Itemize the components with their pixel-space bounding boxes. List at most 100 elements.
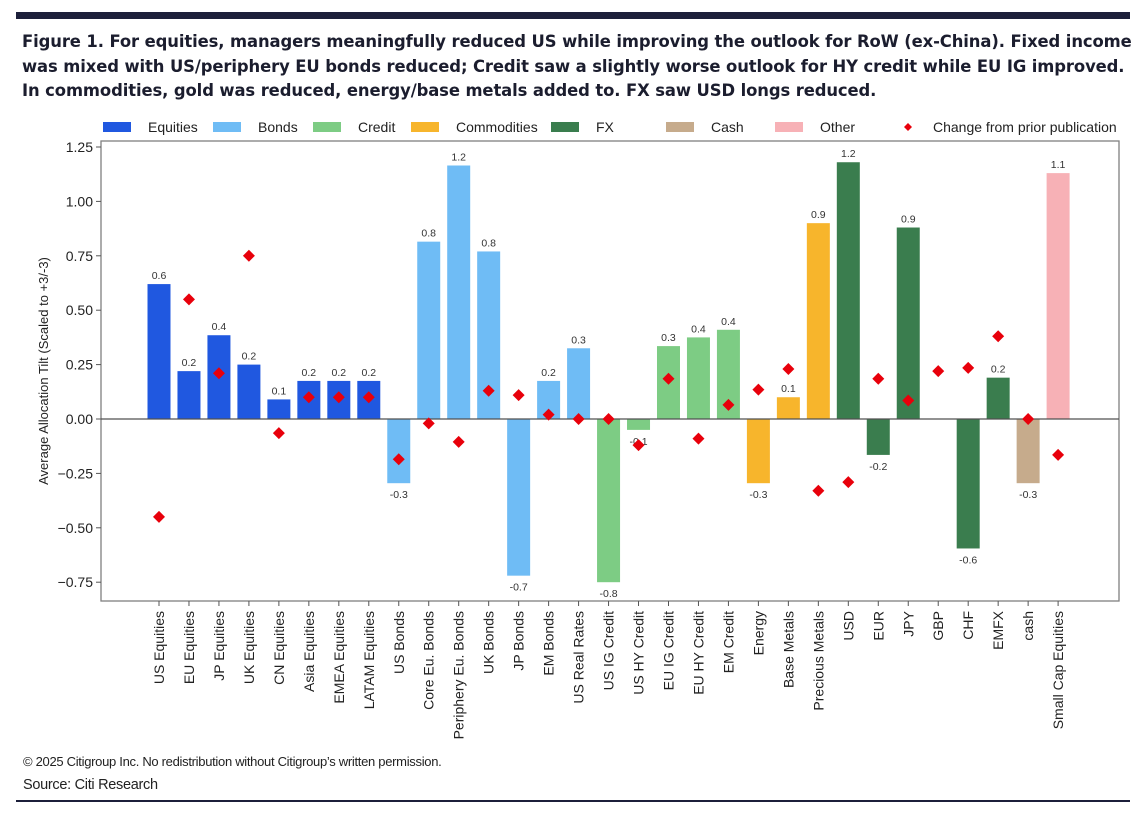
legend-label: FX (596, 119, 615, 135)
change-marker (932, 365, 945, 378)
legend-item-commodities: Commodities (411, 119, 538, 135)
change-marker (512, 389, 525, 402)
bar-small-cap-equities (1046, 173, 1070, 419)
bar-base-metals (776, 397, 800, 419)
y-tick-label: −0.25 (58, 465, 94, 481)
change-marker (632, 439, 645, 452)
change-marker (302, 391, 315, 404)
x-tick-label: UK Bonds (481, 611, 497, 674)
bar-uk-bonds (477, 251, 501, 419)
bar-em-credit (716, 329, 740, 419)
change-marker (1022, 413, 1035, 425)
x-tick-label: US Real Rates (571, 611, 587, 704)
x-tick-label: Core Eu. Bonds (421, 611, 437, 710)
change-marker (992, 330, 1005, 343)
legend-label: Bonds (258, 119, 298, 135)
bar-value-label: 0.4 (212, 321, 227, 333)
legend-item-fx: FX (551, 119, 615, 135)
bar-value-label: 0.8 (481, 237, 496, 249)
change-marker (332, 391, 345, 404)
x-tick-label: EUR (870, 611, 886, 641)
legend: Equities Bonds Credit Commodities FX Cash Othe… (103, 119, 1117, 135)
x-tick-label: LATAM Equities (361, 611, 377, 709)
bar-value-label: -0.8 (600, 588, 618, 600)
plot-frame (100, 140, 1120, 602)
x-tick-label: Periphery Eu. Bonds (451, 611, 467, 739)
bar-value-label: -0.3 (390, 489, 408, 501)
change-marker (422, 417, 435, 430)
bar-us-ig-credit (597, 419, 621, 583)
bar-chf (956, 419, 980, 549)
bar-value-label: -0.3 (749, 489, 767, 501)
bar-value-label: -0.2 (869, 461, 887, 473)
legend-swatch (775, 122, 803, 132)
x-tick-label: EM Bonds (541, 611, 557, 676)
bar-value-label: 0.3 (661, 332, 676, 344)
change-marker (842, 476, 855, 489)
x-tick-label: EMFX (990, 610, 1006, 650)
y-axis-label: Average Allocation Tilt (Scaled to +3/-3… (36, 257, 51, 485)
x-tick-label: GBP (930, 611, 946, 641)
bar-value-label: 0.9 (811, 209, 826, 221)
change-marker (212, 367, 225, 380)
source-note: Source: Citi Research (23, 777, 158, 793)
figure-title: Figure 1. For equities, managers meaning… (22, 32, 1132, 100)
bars: 0.6 0.2 0.4 0.2 0.1 0.2 0.2 0.2 -0.3 0.8 1.2 0.8 -0.… (147, 148, 1070, 600)
legend-label: Equities (148, 119, 198, 135)
bar-value-label: 0.1 (781, 383, 796, 395)
bar-value-label: -0.3 (1019, 489, 1037, 501)
change-marker (752, 383, 765, 396)
bar-us-bonds (387, 419, 411, 484)
y-axis: −0.75 −0.50 −0.25 0.00 0.25 0.50 0.75 1.00 1.25 (58, 139, 101, 590)
x-tick-label: USD (840, 611, 856, 641)
x-tick-label: EU Equities (181, 611, 197, 684)
x-tick-label: EU IG Credit (660, 611, 676, 690)
bar-value-label: 1.1 (1051, 159, 1066, 171)
x-tick-label: CHF (960, 611, 976, 640)
x-tick-label: CN Equities (271, 611, 287, 685)
bar-value-label: 0.9 (901, 214, 916, 226)
bar-us-hy-credit (627, 419, 651, 430)
bar-usd (836, 162, 860, 419)
x-tick-label: US IG Credit (601, 611, 617, 690)
bar-value-label: 0.2 (332, 367, 347, 379)
legend-label: Other (820, 119, 855, 135)
change-marker (452, 435, 465, 448)
y-tick-label: 0.50 (66, 302, 93, 318)
x-tick-label: Small Cap Equities (1050, 611, 1066, 729)
change-marker (572, 413, 585, 425)
x-tick-label: US Equities (151, 611, 167, 684)
change-marker (1052, 448, 1065, 461)
legend-marker-icon (904, 123, 912, 131)
legend-item-other: Other (775, 119, 855, 135)
top-rule (16, 12, 1130, 19)
bottom-rule (16, 800, 1130, 802)
legend-swatch (313, 122, 341, 132)
legend-item-bonds: Bonds (213, 119, 298, 135)
change-marker (872, 372, 885, 385)
legend-swatch (213, 122, 241, 132)
legend-label: Change from prior publication (933, 119, 1117, 135)
change-marker (153, 510, 165, 523)
x-tick-label: EU HY Credit (690, 611, 706, 695)
legend-label: Commodities (456, 119, 538, 135)
legend-swatch (103, 122, 131, 132)
x-tick-label: Base Metals (780, 611, 796, 688)
bar-energy (746, 419, 770, 484)
bar-value-label: -0.6 (959, 554, 977, 566)
legend-item-equities: Equities (103, 119, 198, 135)
y-tick-label: 0.25 (66, 357, 93, 373)
y-tick-label: 0.00 (66, 411, 93, 427)
bar-cn-equities (267, 399, 291, 419)
change-marker (692, 432, 705, 445)
change-marker (362, 391, 375, 404)
change-marker (962, 361, 975, 374)
x-tick-label: JP Bonds (511, 611, 527, 671)
bar-eu-hy-credit (686, 337, 710, 419)
bar-value-label: 0.1 (272, 385, 287, 397)
legend-swatch (411, 122, 439, 132)
x-tick-label: cash (1020, 611, 1036, 641)
change-marker (812, 484, 825, 497)
y-tick-label: 0.75 (66, 248, 93, 264)
bar-cash (1016, 419, 1040, 484)
